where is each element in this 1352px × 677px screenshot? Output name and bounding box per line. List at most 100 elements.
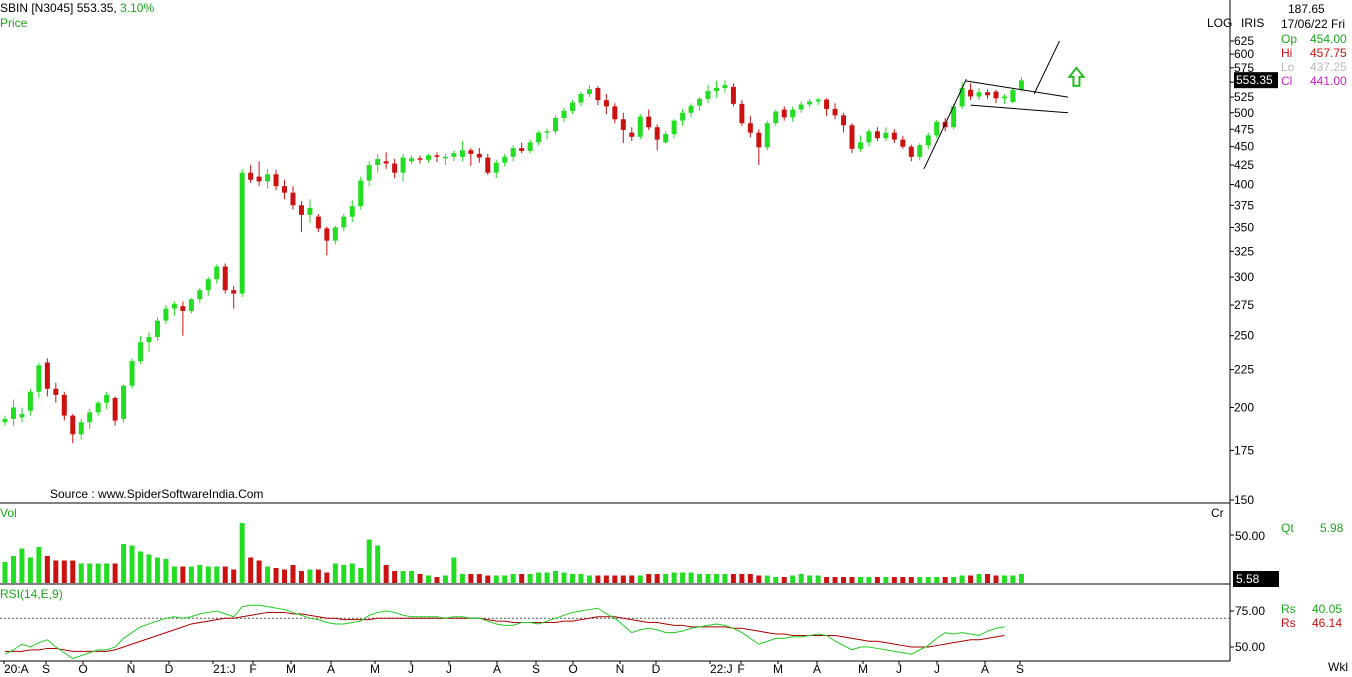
candle-body: [459, 150, 465, 157]
volume-bar: [27, 557, 33, 583]
volume-bar: [188, 566, 194, 583]
candle-body: [663, 134, 669, 143]
candle-body: [95, 402, 101, 413]
candle-body: [807, 101, 813, 105]
volume-bar: [53, 560, 59, 583]
volume-bar: [917, 577, 923, 583]
volume-bar: [2, 562, 8, 583]
rsi-line: [4, 604, 1005, 660]
candle-body: [985, 92, 991, 96]
price-axis-label: 500: [1234, 106, 1254, 120]
price-axis-label: 600: [1234, 47, 1254, 61]
volume-bar: [95, 563, 101, 583]
candle-body: [553, 117, 559, 132]
x-axis-label: A: [813, 662, 821, 676]
volume-bar: [1010, 575, 1016, 583]
volume-bar: [993, 575, 999, 583]
candle-body: [1018, 80, 1024, 90]
candle-body: [586, 89, 592, 95]
candle-body: [248, 172, 254, 180]
x-axis-label: 21:J: [213, 662, 236, 676]
candle-body: [138, 342, 144, 362]
volume-bar: [900, 577, 906, 583]
rsi-signal-label: Rs: [1281, 616, 1296, 630]
candle-body: [934, 121, 940, 136]
volume-bar: [866, 577, 872, 583]
volume-bar: [171, 566, 177, 583]
volume-bar: [569, 574, 575, 583]
iris-button[interactable]: IRIS: [1241, 16, 1265, 30]
price-axis-label: 475: [1234, 122, 1254, 136]
candle-body: [265, 174, 271, 182]
candle-body: [163, 308, 169, 321]
volume-bar: [383, 565, 389, 583]
candle-body: [44, 362, 50, 389]
volume-bar: [908, 577, 914, 583]
x-axis-label: A: [493, 662, 501, 676]
volume-bar: [349, 563, 355, 583]
volume-bar: [290, 565, 296, 583]
volume-bar: [180, 566, 186, 583]
price-axis-label: 350: [1234, 220, 1254, 234]
candle-body: [849, 125, 855, 149]
candle-body: [713, 88, 719, 92]
period-label[interactable]: Wkl: [1328, 660, 1348, 674]
candle-body: [976, 92, 982, 97]
volume-bar: [697, 574, 703, 583]
price-panel-label: Price: [0, 16, 28, 30]
candle-body: [705, 91, 711, 99]
x-axis-label: F: [249, 662, 256, 676]
volume-bar: [519, 574, 525, 583]
rsi-axis-label: 75.00: [1235, 604, 1265, 618]
candle-body: [578, 94, 584, 103]
volume-bar: [205, 566, 211, 583]
volume-bar: [375, 545, 381, 583]
log-scale-toggle[interactable]: LOG: [1207, 16, 1233, 30]
price-axis-label: 175: [1234, 443, 1254, 457]
candle-body: [383, 161, 389, 164]
volume-bar: [874, 577, 880, 583]
x-axis-label: A: [981, 662, 989, 676]
close-value: 441.00: [1310, 74, 1347, 88]
volume-bar: [807, 575, 813, 583]
flag-lower-trendline: [970, 104, 1069, 114]
volume-bar: [154, 557, 160, 583]
qt-label: Qt: [1281, 521, 1294, 535]
volume-bar: [756, 575, 762, 583]
candle-body: [620, 119, 626, 130]
volume-bar: [409, 571, 415, 583]
symbol-label: SBIN [N3045]: [0, 1, 74, 15]
volume-bar: [739, 574, 745, 583]
volume-bar: [36, 547, 42, 583]
breakout-arrow-icon: [1067, 66, 1086, 87]
x-axis-label: D: [165, 662, 174, 676]
candle-body: [78, 422, 84, 435]
volume-bar: [282, 569, 288, 583]
volume-panel-label: Vol: [0, 506, 17, 520]
candle-body: [908, 146, 914, 157]
current-price-tag-label: 553.35: [1236, 73, 1273, 87]
price-axis-label: 450: [1234, 140, 1254, 154]
volume-bar: [705, 574, 711, 583]
candle-body: [485, 157, 491, 173]
volume-bar: [459, 574, 465, 583]
volume-bar: [586, 575, 592, 583]
volume-bar: [646, 574, 652, 583]
candle-body: [688, 105, 694, 113]
candle-body: [315, 216, 321, 229]
open-label: Op: [1281, 32, 1298, 46]
volume-bar: [129, 545, 135, 583]
date-label: 17/06/22 Fri: [1281, 17, 1346, 31]
volume-bar: [815, 575, 821, 583]
volume-bar: [934, 577, 940, 583]
candle-body: [493, 162, 499, 173]
x-axis-label: N: [616, 662, 625, 676]
rsi-value: 40.05: [1312, 602, 1343, 616]
volume-bar: [197, 565, 203, 583]
candle-body: [730, 86, 736, 104]
volume-bar: [121, 544, 127, 583]
volume-bar: [612, 575, 618, 583]
low-label: Lo: [1281, 60, 1295, 74]
price-axis-label: 400: [1234, 178, 1254, 192]
